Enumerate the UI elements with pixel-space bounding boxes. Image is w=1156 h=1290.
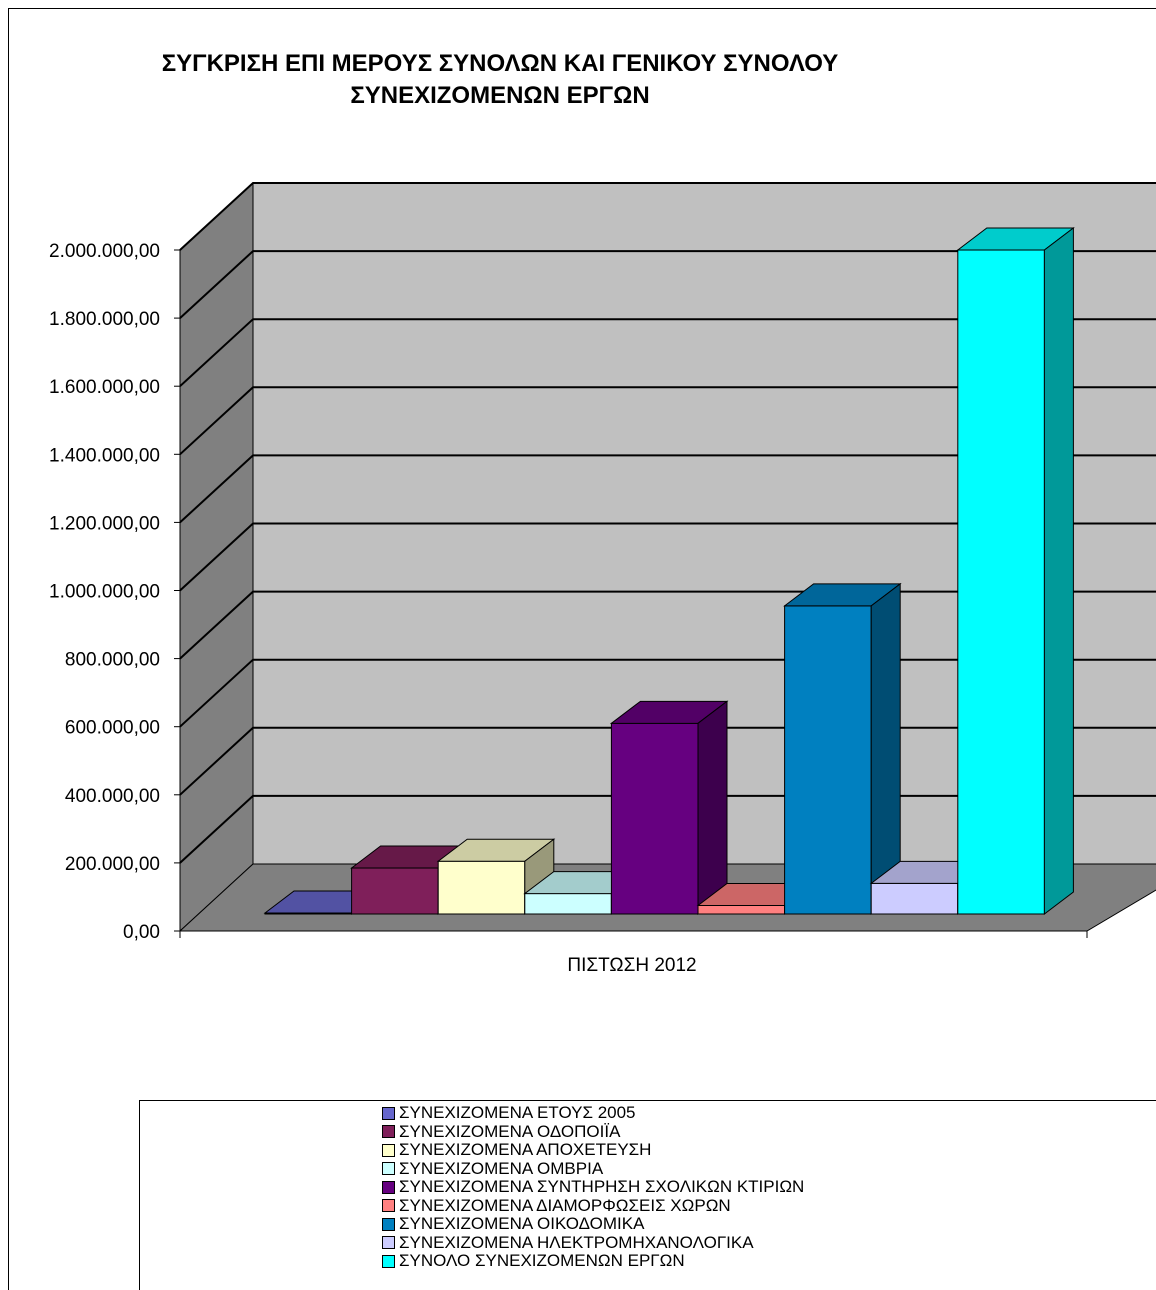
bar-front (610, 722, 699, 915)
y-tick-label: 1.200.000,00 (49, 513, 160, 534)
chart-title-line-2: ΣΥΝΕΧΙΖΟΜΕΝΩΝ ΕΡΓΩΝ (350, 82, 650, 109)
gridline (179, 522, 1156, 592)
bars (263, 227, 1075, 916)
legend-entry: ΣΥΝΕΧΙΖΟΜΕΝΑ ΟΙΚΟΔΟΜΙΚΑ (382, 1215, 804, 1234)
bar (609, 700, 729, 916)
gridline (179, 318, 1156, 387)
y-tick-label: 600.000,00 (65, 718, 160, 739)
legend-entry: ΣΥΝΕΧΙΖΟΜΕΝΑ ΔΙΑΜΟΡΦΩΣΕΙΣ ΧΩΡΩΝ (382, 1195, 804, 1216)
legend-swatch (382, 1162, 395, 1176)
y-tick-label: 400.000,00 (65, 786, 160, 807)
bar (783, 582, 902, 916)
legend-entry: ΣΥΝΕΧΙΖΟΜΕΝΑ ΟΜΒΡΙΑ (382, 1158, 804, 1179)
legend-entry: ΣΥΝΟΛΟ ΣΥΝΕΧΙΖΟΜΕΝΩΝ ΕΡΓΩΝ (382, 1252, 804, 1271)
bar-front (351, 867, 439, 915)
legend-label: ΣΥΝΕΧΙΖΟΜΕΝΑ ΑΠΟΧΕΤΕΥΣΗ (399, 1140, 652, 1160)
chart-title: ΣΥΓΚΡΙΣΗ ΕΠΙ ΜΕΡΟΥΣ ΣΥΝΟΛΩΝ ΚΑΙ ΓΕΝΙΚΟΥ … (130, 48, 870, 112)
legend-label: ΣΥΝΕΧΙΖΟΜΕΝΑ ΕΤΟΥΣ 2005 (399, 1103, 636, 1123)
bar (436, 838, 556, 916)
legend-swatch (382, 1180, 395, 1194)
legend-entry: ΣΥΝΕΧΙΖΟΜΕΝΑ ΣΥΝΤΗΡΗΣΗ ΣΧΟΛΙΚΩΝ ΚΤΙΡΙΩΝ (382, 1178, 804, 1197)
legend-entry: ΣΥΝΕΧΙΖΟΜΕΝΑ ΑΠΟΧΕΤΕΥΣΗ (382, 1141, 804, 1160)
y-tick-label: 200.000,00 (65, 854, 160, 875)
bar-front (697, 904, 786, 915)
y-tick-label: 0,00 (123, 922, 160, 943)
chart-title-line-1: ΣΥΓΚΡΙΣΗ ΕΠΙ ΜΕΡΟΥΣ ΣΥΝΟΛΩΝ ΚΑΙ ΓΕΝΙΚΟΥ … (161, 50, 839, 77)
legend-label: ΣΥΝΕΧΙΖΟΜΕΝΑ ΟΙΚΟΔΟΜΙΚΑ (399, 1214, 645, 1234)
y-axis-ticks: 0,00 200.000,00 400.000,00 600.000,00 800.00… (49, 241, 180, 943)
bar-front (784, 605, 872, 915)
bar-front (957, 249, 1045, 915)
y-tick-label: 1.800.000,00 (49, 309, 160, 330)
legend-label: ΣΥΝΕΧΙΖΟΜΕΝΑ ΗΛΕΚΤΡΟΜΗΧΑΝΟΛΟΓΙΚΑ (399, 1232, 754, 1252)
legend-swatch (382, 1106, 395, 1120)
legend-swatch (382, 1217, 395, 1231)
chart-frame (8, 8, 1156, 1290)
legend-swatch (382, 1143, 395, 1157)
legend-entry: ΣΥΝΕΧΙΖΟΜΕΝΑ ΕΤΟΥΣ 2005 (382, 1104, 804, 1123)
x-category-label: ΠΙΣΤΩΣΗ 2012 (567, 955, 696, 976)
legend-entry: ΣΥΝΕΧΙΖΟΜΕΝΑ ΟΔΟΠΟΙΪΑ (382, 1121, 804, 1142)
legend-list: ΣΥΝΕΧΙΖΟΜΕΝΑ ΕΤΟΥΣ 2005 ΣΥΝΕΧΙΖΟΜΕΝΑ ΟΔΟΠ… (382, 1104, 804, 1271)
legend-swatch (382, 1254, 395, 1268)
legend-label: ΣΥΝΕΧΙΖΟΜΕΝΑ ΟΜΒΡΙΑ (399, 1158, 604, 1178)
y-tick-label: 1.600.000,00 (49, 377, 160, 398)
bar (956, 227, 1075, 916)
gridline (179, 454, 1156, 524)
gridline (179, 250, 1156, 319)
legend-label: ΣΥΝΕΧΙΖΟΜΕΝΑ ΣΥΝΤΗΡΗΣΗ ΣΧΟΛΙΚΩΝ ΚΤΙΡΙΩΝ (399, 1177, 805, 1197)
legend: ΣΥΝΕΧΙΖΟΜΕΝΑ ΕΤΟΥΣ 2005 ΣΥΝΕΧΙΖΟΜΕΝΑ ΟΔΟΠ… (139, 1100, 1156, 1290)
y-tick-label: 1.400.000,00 (49, 445, 160, 466)
legend-label: ΣΥΝΕΧΙΖΟΜΕΝΑ ΟΔΟΠΟΙΪΑ (399, 1121, 621, 1141)
bar-side (1043, 227, 1074, 916)
legend-label: ΣΥΝΟΛΟ ΣΥΝΕΧΙΖΟΜΕΝΩΝ ΕΡΓΩΝ (399, 1251, 685, 1271)
legend-entry: ΣΥΝΕΧΙΖΟΜΕΝΑ ΗΛΕΚΤΡΟΜΗΧΑΝΟΛΟΓΙΚΑ (382, 1232, 804, 1253)
legend-swatch (382, 1125, 395, 1139)
gridline (179, 386, 1156, 456)
legend-swatch (382, 1236, 395, 1250)
bar-side (697, 700, 728, 916)
y-tick-label: 2.000.000,00 (49, 241, 160, 262)
bar-front (524, 893, 612, 915)
legend-swatch (382, 1199, 395, 1213)
legend-label: ΣΥΝΕΧΙΖΟΜΕΝΑ ΔΙΑΜΟΡΦΩΣΕΙΣ ΧΩΡΩΝ (399, 1195, 731, 1215)
y-tick-label: 1.000.000,00 (49, 582, 160, 603)
y-tick-label: 800.000,00 (65, 650, 160, 671)
gridline (179, 182, 1156, 251)
bar-front (870, 882, 959, 915)
bar-front (437, 860, 526, 915)
